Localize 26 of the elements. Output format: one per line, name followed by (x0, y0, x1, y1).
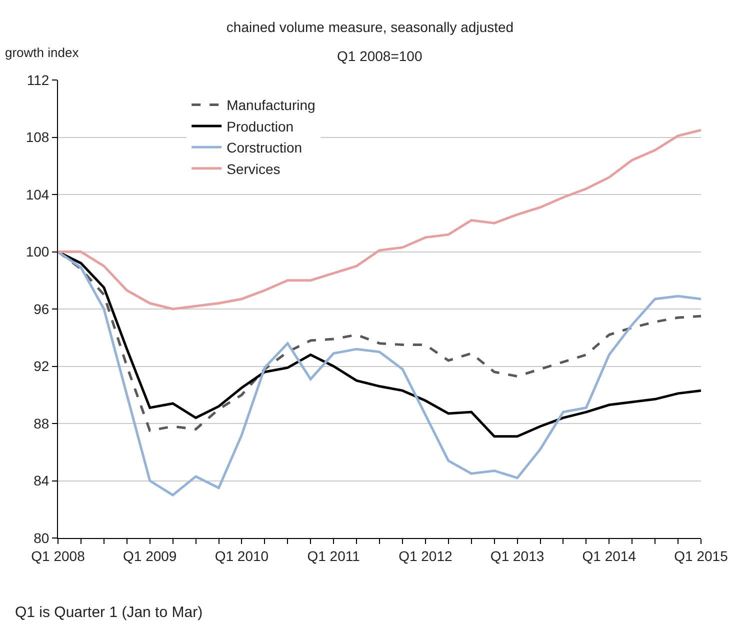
y-tick-label: 104 (26, 186, 50, 202)
x-tick-label: Q1 2010 (214, 548, 269, 564)
y-tick-label: 92 (34, 358, 50, 374)
legend-label: Manufacturing (226, 97, 316, 114)
legend-label: Corstruction (226, 140, 302, 156)
y-tick-label: 96 (34, 300, 50, 317)
legend-label: Services (226, 160, 280, 177)
y-tick-label: 108 (26, 129, 50, 146)
x-tick-label: Q1 2012 (398, 548, 452, 564)
x-tick-label: Q1 2009 (123, 548, 177, 564)
y-axis-title: growth index (5, 45, 80, 60)
y-tick-label: 84 (34, 472, 50, 489)
y-tick-label: 100 (26, 244, 50, 260)
x-tick-label: Q1 2008 (31, 548, 86, 564)
y-tick-label: 88 (34, 415, 50, 432)
x-tick-label: Q1 2013 (490, 548, 544, 564)
y-tick-label: 80 (34, 530, 50, 546)
x-tick-label: Q1 2011 (307, 548, 360, 564)
chart-title: chained volume measure, seasonally adjusted (226, 18, 514, 35)
legend-label: Production (226, 118, 294, 134)
y-tick-label: 112 (26, 72, 50, 88)
x-tick-label: Q1 2015 (674, 548, 728, 564)
text: Q1 is Quarter 1 (Jan to Mar) (15, 604, 203, 621)
line-series (58, 250, 701, 496)
chart-subtitle: Q1 2008=100 (337, 48, 422, 64)
x-tick-label: Q1 2014 (582, 548, 636, 564)
